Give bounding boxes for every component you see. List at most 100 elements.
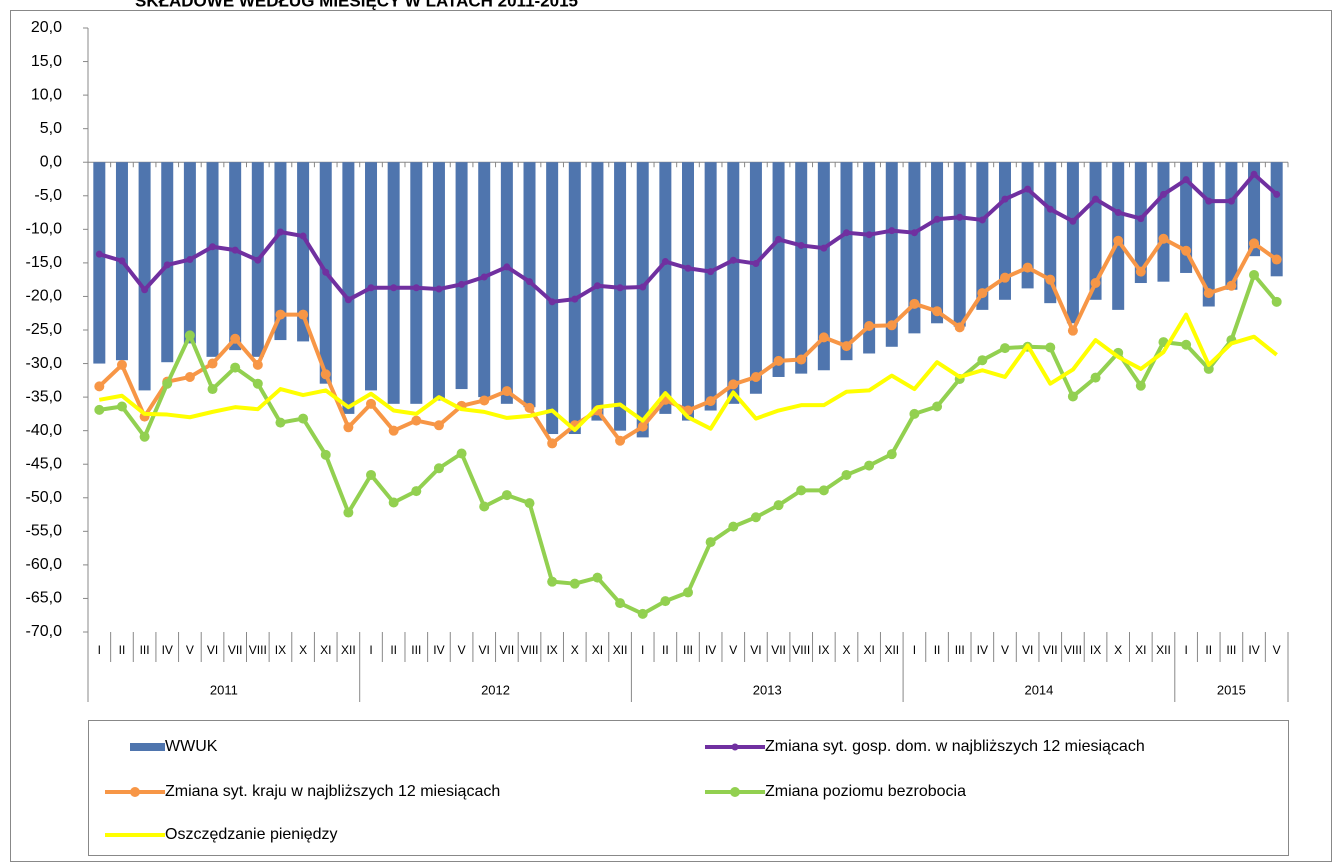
- y-tick-label: 5,0: [40, 120, 62, 137]
- bar: [1225, 162, 1238, 290]
- point: [209, 243, 217, 251]
- x-tick-label: XII: [1156, 643, 1171, 657]
- point: [796, 354, 807, 365]
- point: [1001, 195, 1009, 203]
- x-tick-label: VIII: [249, 643, 267, 657]
- x-tick-label: IX: [1090, 643, 1101, 657]
- bar: [840, 162, 853, 361]
- y-tick-label: -20,0: [26, 288, 63, 305]
- point: [163, 261, 171, 269]
- point: [411, 486, 422, 497]
- bar: [908, 162, 921, 334]
- x-tick-label: IX: [275, 643, 286, 657]
- point: [1045, 342, 1056, 353]
- point: [162, 378, 173, 389]
- legend-label: WWUK: [165, 738, 218, 755]
- point: [1137, 215, 1145, 223]
- x-tick-label: V: [186, 643, 194, 657]
- bar: [1180, 162, 1193, 273]
- x-tick-label: XII: [613, 643, 628, 657]
- point: [750, 371, 761, 382]
- x-tick-label: VII: [500, 643, 515, 657]
- x-tick-label: VI: [207, 643, 218, 657]
- point: [729, 256, 737, 264]
- point: [1159, 190, 1167, 198]
- bar: [659, 162, 672, 414]
- point: [707, 268, 715, 276]
- point: [1114, 209, 1122, 217]
- point: [796, 485, 807, 496]
- point: [999, 343, 1010, 354]
- bar: [636, 162, 649, 438]
- point: [660, 596, 671, 607]
- x-tick-label: I: [1184, 643, 1187, 657]
- x-tick-label: I: [98, 643, 101, 657]
- point: [841, 341, 852, 352]
- point: [1067, 325, 1078, 336]
- bar: [976, 162, 989, 310]
- x-tick-label: I: [913, 643, 916, 657]
- point: [841, 469, 852, 480]
- point: [276, 228, 284, 236]
- point: [116, 359, 127, 370]
- bar: [432, 162, 445, 401]
- x-tick-label: II: [119, 643, 126, 657]
- legend-label: Oszczędzanie pieniędzy: [165, 826, 338, 843]
- bar: [1021, 162, 1034, 289]
- legend-label: Zmiana syt. kraju w najbliższych 12 mies…: [165, 783, 500, 800]
- point: [1203, 288, 1214, 299]
- x-tick-label: X: [1114, 643, 1122, 657]
- point: [956, 213, 964, 221]
- point: [728, 521, 739, 532]
- bar: [1066, 162, 1079, 324]
- point: [639, 283, 647, 291]
- point: [547, 576, 558, 587]
- x-tick-label: I: [641, 643, 644, 657]
- y-tick-label: 15,0: [31, 53, 62, 70]
- x-tick-label: X: [842, 643, 850, 657]
- point: [683, 587, 693, 598]
- x-tick-label: I: [369, 643, 372, 657]
- x-tick-label: IV: [1248, 643, 1259, 657]
- point: [458, 280, 466, 288]
- bar: [727, 162, 740, 404]
- point: [322, 268, 330, 276]
- point: [411, 415, 422, 426]
- legend-marker: [731, 743, 739, 751]
- bar: [591, 162, 604, 421]
- legend-swatch: [130, 743, 165, 751]
- point: [547, 438, 558, 449]
- x-tick-label: V: [458, 643, 466, 657]
- y-tick-label: 20,0: [31, 19, 62, 36]
- x-tick-label: XII: [341, 643, 356, 657]
- point: [184, 371, 195, 382]
- point: [1203, 363, 1214, 374]
- point: [571, 295, 579, 303]
- legend-label: Zmiana syt. gosp. dom. w najbliższych 12…: [765, 738, 1145, 755]
- point: [435, 285, 443, 293]
- point: [615, 435, 626, 446]
- x-tick-label: V: [1273, 643, 1281, 657]
- point: [932, 401, 943, 412]
- point: [524, 498, 535, 509]
- x-tick-label: XI: [1135, 643, 1146, 657]
- point: [1090, 278, 1101, 289]
- point: [661, 258, 669, 266]
- point: [1158, 233, 1169, 244]
- bar: [772, 162, 785, 377]
- point: [684, 264, 692, 272]
- point: [254, 256, 262, 264]
- point: [775, 235, 783, 243]
- point: [433, 463, 444, 474]
- bar: [342, 162, 355, 414]
- point: [275, 309, 286, 320]
- bar: [863, 162, 876, 354]
- bar: [546, 162, 559, 435]
- x-tick-label: IX: [546, 643, 557, 657]
- point: [207, 384, 218, 395]
- point: [343, 507, 354, 518]
- point: [750, 512, 761, 523]
- line: [98, 312, 1278, 432]
- point: [94, 404, 105, 415]
